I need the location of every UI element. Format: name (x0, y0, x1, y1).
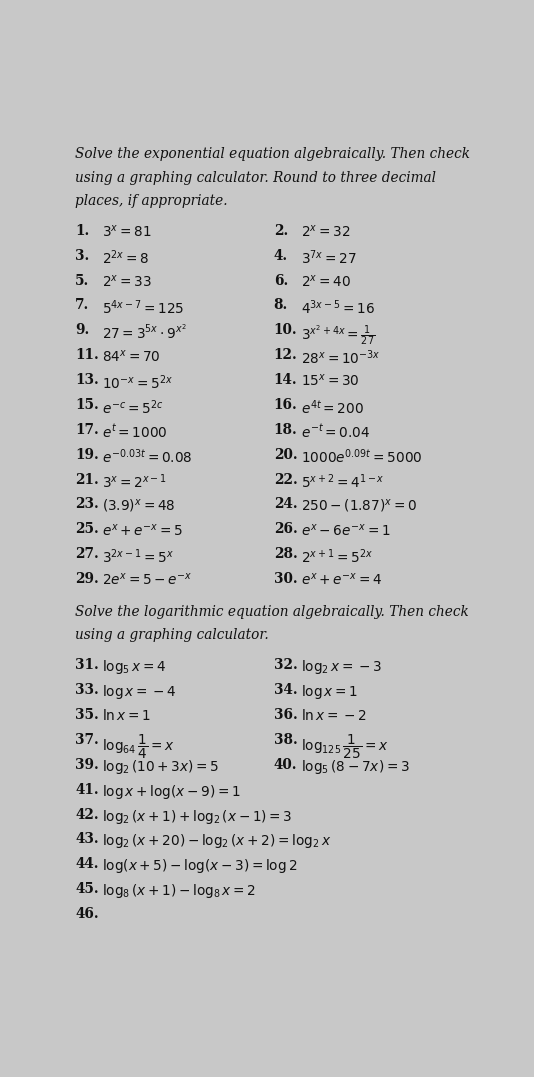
Text: 29.: 29. (75, 572, 99, 586)
Text: 44.: 44. (75, 857, 99, 871)
Text: 36.: 36. (274, 708, 297, 722)
Text: $e^x - 6e^{-x} = 1$: $e^x - 6e^{-x} = 1$ (301, 522, 390, 538)
Text: 15.: 15. (75, 397, 99, 411)
Text: 37.: 37. (75, 733, 99, 747)
Text: 41.: 41. (75, 783, 99, 797)
Text: 26.: 26. (274, 522, 297, 536)
Text: 31.: 31. (75, 658, 99, 672)
Text: $15^x = 30$: $15^x = 30$ (301, 373, 359, 389)
Text: 27.: 27. (75, 547, 99, 561)
Text: 40.: 40. (274, 758, 297, 772)
Text: $\log_{125}\dfrac{1}{25} = x$: $\log_{125}\dfrac{1}{25} = x$ (301, 733, 388, 761)
Text: 24.: 24. (274, 498, 297, 512)
Text: 35.: 35. (75, 708, 99, 722)
Text: 28.: 28. (274, 547, 297, 561)
Text: 1.: 1. (75, 224, 89, 238)
Text: $2^{x+1} = 5^{2x}$: $2^{x+1} = 5^{2x}$ (301, 547, 373, 565)
Text: 34.: 34. (274, 683, 297, 697)
Text: $\log_2(x+20) - \log_2(x+2) = \log_2 x$: $\log_2(x+20) - \log_2(x+2) = \log_2 x$ (102, 833, 331, 851)
Text: 20.: 20. (274, 448, 297, 462)
Text: $\log_2(10+3x) = 5$: $\log_2(10+3x) = 5$ (102, 758, 219, 775)
Text: $e^x + e^{-x} = 5$: $e^x + e^{-x} = 5$ (102, 522, 183, 538)
Text: 11.: 11. (75, 348, 99, 362)
Text: $e^{-c} = 5^{2c}$: $e^{-c} = 5^{2c}$ (102, 397, 163, 417)
Text: 17.: 17. (75, 423, 99, 437)
Text: $e^{-0.03t} = 0.08$: $e^{-0.03t} = 0.08$ (102, 448, 192, 466)
Text: $2e^x = 5 - e^{-x}$: $2e^x = 5 - e^{-x}$ (102, 572, 193, 588)
Text: 22.: 22. (274, 473, 297, 487)
Text: $e^{-t} = 0.04$: $e^{-t} = 0.04$ (301, 423, 370, 440)
Text: $2^x = 33$: $2^x = 33$ (102, 274, 152, 290)
Text: $3^{2x-1} = 5^x$: $3^{2x-1} = 5^x$ (102, 547, 174, 565)
Text: 7.: 7. (75, 298, 89, 312)
Text: $28^x = 10^{-3x}$: $28^x = 10^{-3x}$ (301, 348, 380, 367)
Text: 6.: 6. (274, 274, 288, 288)
Text: $3^x = 2^{x-1}$: $3^x = 2^{x-1}$ (102, 473, 167, 491)
Text: using a graphing calculator. Round to three decimal: using a graphing calculator. Round to th… (75, 171, 436, 184)
Text: 19.: 19. (75, 448, 99, 462)
Text: $2^{2x} = 8$: $2^{2x} = 8$ (102, 249, 149, 267)
Text: 13.: 13. (75, 373, 99, 387)
Text: $3^x = 81$: $3^x = 81$ (102, 224, 152, 240)
Text: $10^{-x} = 5^{2x}$: $10^{-x} = 5^{2x}$ (102, 373, 172, 392)
Text: 33.: 33. (75, 683, 99, 697)
Text: 39.: 39. (75, 758, 99, 772)
Text: 25.: 25. (75, 522, 99, 536)
Text: 10.: 10. (274, 323, 297, 337)
Text: $3^{7x} = 27$: $3^{7x} = 27$ (301, 249, 356, 267)
Text: using a graphing calculator.: using a graphing calculator. (75, 629, 269, 643)
Text: $\ln x = 1$: $\ln x = 1$ (102, 708, 151, 723)
Text: 5.: 5. (75, 274, 89, 288)
Text: 32.: 32. (274, 658, 297, 672)
Text: $5^{4x-7} = 125$: $5^{4x-7} = 125$ (102, 298, 184, 317)
Text: 30.: 30. (274, 572, 297, 586)
Text: $\log(x+5) - \log(x-3) = \log 2$: $\log(x+5) - \log(x-3) = \log 2$ (102, 857, 297, 876)
Text: $\log_{64}\dfrac{1}{4} = x$: $\log_{64}\dfrac{1}{4} = x$ (102, 733, 175, 761)
Text: $\log_8(x+1) - \log_8 x = 2$: $\log_8(x+1) - \log_8 x = 2$ (102, 882, 256, 900)
Text: $\log_2 x = -3$: $\log_2 x = -3$ (301, 658, 381, 676)
Text: $5^{x+2} = 4^{1-x}$: $5^{x+2} = 4^{1-x}$ (301, 473, 384, 491)
Text: Solve the exponential equation algebraically. Then check: Solve the exponential equation algebraic… (75, 148, 470, 162)
Text: 4.: 4. (274, 249, 288, 263)
Text: 16.: 16. (274, 397, 297, 411)
Text: $\log_5(8-7x) = 3$: $\log_5(8-7x) = 3$ (301, 758, 409, 775)
Text: $e^{4t} = 200$: $e^{4t} = 200$ (301, 397, 364, 417)
Text: $\log x + \log(x-9) = 1$: $\log x + \log(x-9) = 1$ (102, 783, 241, 800)
Text: 2.: 2. (274, 224, 288, 238)
Text: places, if appropriate.: places, if appropriate. (75, 194, 227, 208)
Text: 21.: 21. (75, 473, 99, 487)
Text: 43.: 43. (75, 833, 99, 847)
Text: $\log_5 x = 4$: $\log_5 x = 4$ (102, 658, 166, 676)
Text: $27 = 3^{5x}\cdot 9^{x^2}$: $27 = 3^{5x}\cdot 9^{x^2}$ (102, 323, 187, 341)
Text: 14.: 14. (274, 373, 297, 387)
Text: 18.: 18. (274, 423, 297, 437)
Text: 3.: 3. (75, 249, 89, 263)
Text: $2^x = 40$: $2^x = 40$ (301, 274, 351, 290)
Text: $\log x = 1$: $\log x = 1$ (301, 683, 358, 701)
Text: $\ln x = -2$: $\ln x = -2$ (301, 708, 366, 723)
Text: $(3.9)^x = 48$: $(3.9)^x = 48$ (102, 498, 176, 515)
Text: 42.: 42. (75, 808, 99, 822)
Text: 8.: 8. (274, 298, 288, 312)
Text: $\log x = -4$: $\log x = -4$ (102, 683, 176, 701)
Text: $4^{3x-5} = 16$: $4^{3x-5} = 16$ (301, 298, 374, 317)
Text: 46.: 46. (75, 907, 99, 921)
Text: $250-(1.87)^x = 0$: $250-(1.87)^x = 0$ (301, 498, 417, 515)
Text: $e^t = 1000$: $e^t = 1000$ (102, 423, 168, 440)
Text: 45.: 45. (75, 882, 99, 896)
Text: $84^x = 70$: $84^x = 70$ (102, 348, 161, 364)
Text: $1000e^{0.09t} = 5000$: $1000e^{0.09t} = 5000$ (301, 448, 422, 466)
Text: $\log_2(x+1) + \log_2(x-1) = 3$: $\log_2(x+1) + \log_2(x-1) = 3$ (102, 808, 292, 826)
Text: $e^x + e^{-x} = 4$: $e^x + e^{-x} = 4$ (301, 572, 382, 588)
Text: Solve the logarithmic equation algebraically. Then check: Solve the logarithmic equation algebraic… (75, 605, 469, 619)
Text: $2^x = 32$: $2^x = 32$ (301, 224, 350, 240)
Text: 38.: 38. (274, 733, 297, 747)
Text: 23.: 23. (75, 498, 99, 512)
Text: $3^{x^2+4x} = \frac{1}{27}$: $3^{x^2+4x} = \frac{1}{27}$ (301, 323, 375, 347)
Text: 9.: 9. (75, 323, 89, 337)
Text: 12.: 12. (274, 348, 297, 362)
